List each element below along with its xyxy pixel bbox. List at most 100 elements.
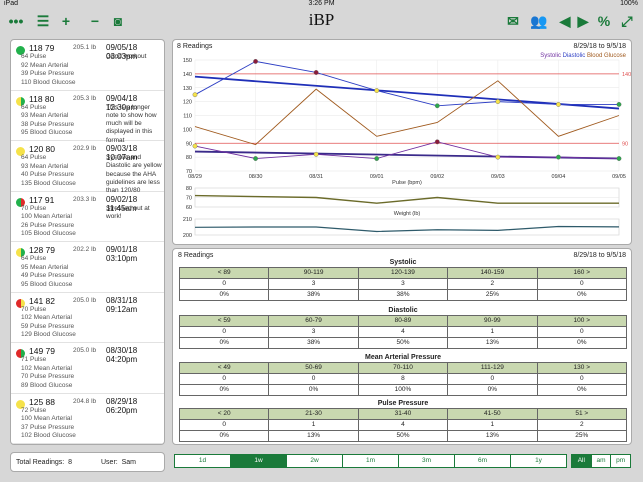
count-cell: 0 (536, 373, 628, 385)
range-option[interactable]: 2w (287, 455, 343, 467)
list-item[interactable]: 128 79 202.2 lb 09/01/18 03:10pm 64 Pulse 95… (11, 242, 164, 293)
bp-status-dot (16, 147, 25, 156)
list-item[interactable]: 117 91 203.3 lb 09/02/18 11:45am 70 Pulse 10… (11, 192, 164, 242)
list-item[interactable]: 149 79 205.0 lb 08/30/18 04:20pm 71 Pulse 10… (11, 343, 164, 394)
reading-date: 08/29/18 06:20pm (106, 396, 138, 415)
y-tick-label: 80 (186, 186, 192, 192)
stats-section: Mean Arterial Pressure < 49 50-69 70-110 111… (178, 353, 628, 396)
reading-date: 09/05/18 03:03pm (106, 43, 138, 61)
more-icon[interactable]: ••• (8, 13, 24, 29)
y-tick-label: 70 (186, 169, 192, 175)
range-header: 90-99 (447, 315, 538, 327)
count-cell: 2 (447, 278, 538, 290)
bp-chart: 70 80 90 100 110 120 130 140 150 08/29 08/30 08/31 0… (183, 58, 631, 239)
count-cell: 4 (357, 419, 449, 431)
bp-value: 118 80 (29, 93, 55, 104)
x-tick-label: 08/29 (188, 174, 202, 180)
stat-line: 95 Blood Glucose (21, 129, 73, 136)
status-bar: iPad 3:26 PM 100% (0, 0, 643, 8)
chart-legend: Systolic Diastolic Blood Glucose (540, 53, 626, 59)
list-item[interactable]: 141 82 205.0 lb 08/31/18 09:12am 70 Pulse 10… (11, 293, 164, 343)
list-item[interactable]: 125 88 204.8 lb 08/29/18 06:20pm 72 Pulse 10… (11, 394, 164, 444)
series-line (194, 80, 620, 146)
stats-readings-count: 8 Readings (178, 252, 214, 259)
data-point (374, 88, 380, 93)
reading-stats: 70 Pulse 100 Mean Arterial 26 Pulse Pressu… (21, 205, 76, 239)
remove-icon[interactable]: − (90, 13, 100, 29)
data-point (434, 139, 440, 145)
percent-cell: 38% (357, 289, 449, 301)
mail-icon[interactable]: ✉ (507, 12, 519, 29)
time-option[interactable]: pm (616, 457, 626, 464)
range-header: 90-119 (268, 267, 359, 279)
stat-line: 102 Mean Arterial (21, 314, 72, 321)
bp-status-dot (16, 46, 25, 55)
data-point (253, 58, 258, 64)
x-tick-label: 09/01 (370, 174, 384, 180)
count-cell: 4 (357, 326, 449, 338)
range-option[interactable]: 1m (343, 455, 399, 467)
chart-panel: 8 Readings 8/29/18 to 9/5/18 Systolic Di… (172, 39, 632, 245)
y-tick-label: 110 (183, 114, 192, 120)
percent-icon[interactable]: % (597, 13, 611, 29)
reference-label: 90 (622, 141, 628, 147)
y-tick-label: 120 (183, 100, 192, 106)
count-cell: 1 (447, 419, 538, 431)
camera-icon[interactable]: ◙ (113, 13, 123, 29)
next-icon[interactable]: ▶ (577, 12, 589, 29)
list-item[interactable]: 118 79 205.1 lb 09/05/18 03:03pm 64 Pulse 92… (11, 40, 164, 91)
stat-line: 49 Pulse Pressure (21, 272, 75, 279)
range-header: 50-69 (268, 362, 359, 374)
reference-label: 140 (622, 72, 631, 78)
data-point (616, 102, 622, 107)
bp-status-dot (16, 197, 25, 207)
weight-value: 205.0 lb (73, 296, 97, 304)
range-header: 130 > (536, 362, 628, 374)
range-option[interactable]: 1y (535, 457, 542, 464)
time-of-day-selector[interactable]: All am pm (571, 454, 631, 468)
stat-line: 64 Pulse (21, 255, 47, 262)
list-icon[interactable]: ☰ (36, 12, 50, 29)
stat-line: 102 Blood Glucose (21, 432, 76, 439)
list-item[interactable]: 120 80 202.9 lb 09/03/18 10:07am 64 Pulse 93… (11, 141, 164, 194)
stat-line: 102 Mean Arterial (21, 364, 72, 372)
total-label: Total Readings: (16, 459, 65, 466)
bp-value: 118 79 (29, 43, 55, 53)
stats-table: < 89 90-119 120-139 140-159 160 >0 3 3 2 0 0% 38% 3… (178, 267, 628, 301)
reading-date: 09/03/18 10:07am (106, 144, 138, 162)
readings-list[interactable]: 118 79 205.1 lb 09/05/18 03:03pm 64 Pulse 92… (10, 39, 165, 445)
reading-date: 09/01/18 03:10pm (106, 245, 138, 263)
stat-line: 59 Pulse Pressure (21, 322, 75, 330)
pulse-line (194, 194, 619, 204)
expand-icon[interactable]: ⤢ (621, 12, 633, 29)
stat-line: 93 Mean Arterial (21, 162, 69, 170)
stat-line: 93 Mean Arterial (21, 112, 69, 119)
user-info: User: Sam (101, 459, 136, 466)
range-selector[interactable]: 1d 1w 2w 1m 3m 6m 1y (174, 454, 567, 468)
toolbar: iBP ••• ☰ + − ◙ ✉ 👥 ◀ ▶% ⤢ (0, 8, 643, 36)
data-point (434, 103, 440, 109)
device-label: iPad (4, 0, 19, 7)
list-item[interactable]: 118 80 205.3 lb 09/04/18 12:30pm 64 Pulse 93… (11, 91, 164, 144)
clock: 3:26 PM (308, 0, 335, 7)
y-tick-label: 210 (183, 217, 192, 223)
weight-value: 203.3 lb (73, 195, 97, 203)
prev-icon[interactable]: ◀ (559, 12, 571, 29)
range-option[interactable]: 3m (399, 455, 455, 467)
range-option[interactable]: 6m (455, 455, 511, 467)
bp-value: 117 91 (29, 194, 55, 205)
percent-cell: 25% (447, 289, 538, 301)
users-icon[interactable]: 👥 (530, 12, 548, 29)
range-header: < 59 (178, 315, 270, 327)
data-point (495, 154, 501, 160)
range-option[interactable]: 1w (231, 455, 287, 467)
percent-cell: 0% (178, 289, 270, 301)
time-option[interactable]: All (572, 455, 592, 467)
percent-cell: 38% (268, 289, 359, 301)
time-option[interactable]: am (592, 455, 612, 467)
percent-cell: 50% (357, 337, 449, 349)
range-option[interactable]: 1d (175, 455, 231, 467)
add-icon[interactable]: + (61, 13, 71, 29)
reading-stats: 64 Pulse 93 Mean Arterial 38 Pulse Pressur… (21, 104, 74, 138)
weight-value: 205.0 lb (73, 347, 97, 354)
